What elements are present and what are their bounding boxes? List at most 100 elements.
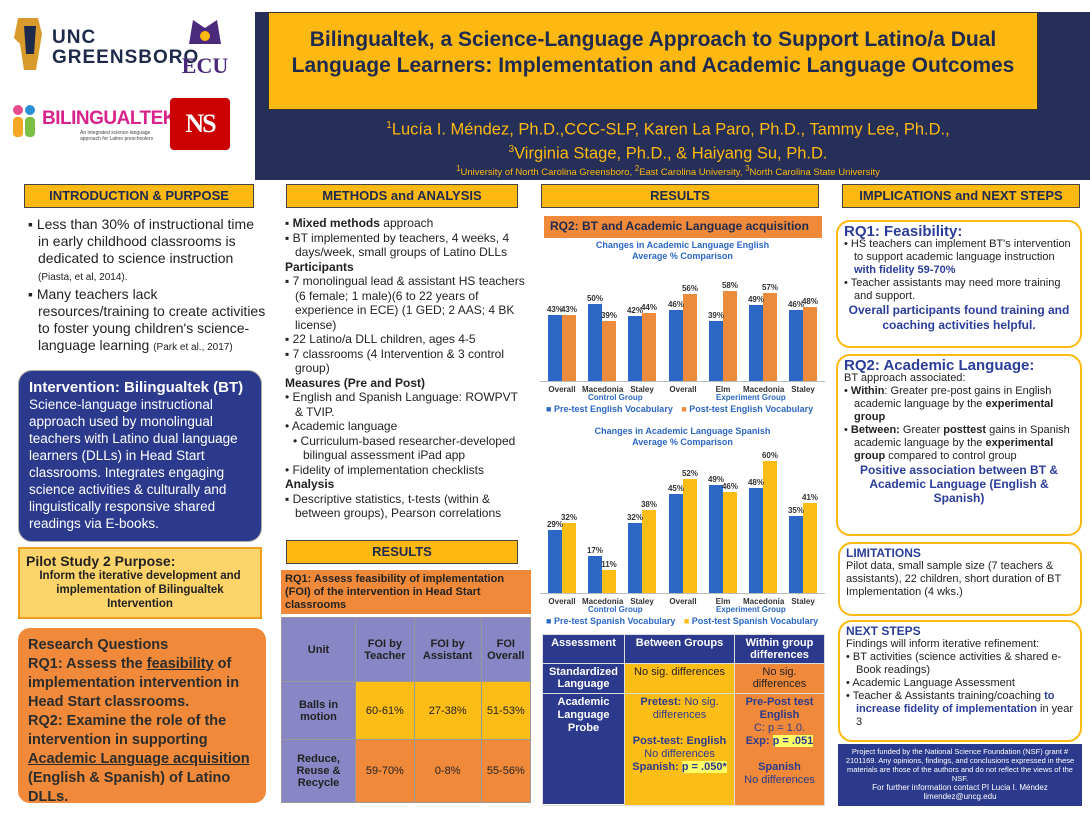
label-pre-1: 17% bbox=[586, 546, 603, 556]
category-label-0: Overall bbox=[548, 385, 576, 394]
foi-row2-teacher: 59-70% bbox=[355, 739, 415, 803]
foi-row1-assistant: 27-38% bbox=[413, 681, 482, 740]
foi-head-teacher: FOI by Teacher bbox=[355, 617, 415, 682]
intervention-title: Intervention: Bilingualtek (BT) bbox=[29, 379, 244, 396]
label-pre-6: 35% bbox=[787, 506, 804, 516]
ra-row1-assessment: Standardized Language bbox=[542, 663, 625, 694]
rq2-results-title: RQ2: BT and Academic Language acquisitio… bbox=[544, 216, 822, 238]
participants-bullet-1: ▪ 7 monolingual lead & assistant HS teac… bbox=[285, 274, 525, 332]
uncg-logo: UNC GREENSBORO bbox=[10, 14, 200, 74]
label-pre-4: 49% bbox=[707, 475, 724, 485]
group-label-control: Control Group bbox=[588, 393, 643, 402]
ra-row2-assessment: Academic Language Probe bbox=[542, 693, 625, 806]
spartan-helmet-icon bbox=[14, 18, 42, 70]
spanish-chart-legend: ■ Pre-test Spanish Vocabulary ■ Post-tes… bbox=[546, 616, 819, 626]
category-label-6: Staley bbox=[791, 385, 815, 394]
limitations-title: LIMITATIONS bbox=[846, 546, 921, 560]
bilingualtek-tagline: An integrated science-language approach … bbox=[80, 130, 154, 142]
rq2-academic-box: RQ2: Academic Language: BT approach asso… bbox=[836, 354, 1082, 536]
label-pre-0: 43% bbox=[546, 304, 563, 314]
ecu-logo: ECU bbox=[170, 14, 240, 77]
bar-post-1 bbox=[602, 320, 616, 382]
results-assessment-table: Assessment Between Groups Within group d… bbox=[542, 634, 825, 806]
label-pre-5: 49% bbox=[747, 295, 764, 305]
bar-pre-4 bbox=[709, 320, 723, 382]
rq-title: Research Questions bbox=[28, 637, 169, 653]
uncg-logo-text: UNC GREENSBORO bbox=[52, 27, 200, 68]
ra-head-between: Between Groups bbox=[624, 634, 735, 664]
bar-post-2 bbox=[642, 509, 656, 594]
analysis-bullet-1: ▪ Descriptive statistics, t-tests (withi… bbox=[285, 491, 502, 521]
implications-header: IMPLICATIONS and NEXT STEPS bbox=[842, 184, 1080, 208]
academic-intro: BT approach associated: bbox=[844, 372, 966, 384]
english-chart: Changes in Academic Language English Ave… bbox=[540, 240, 825, 416]
analysis-heading: Analysis bbox=[285, 477, 335, 491]
pilot-title: Pilot Study 2 Purpose: bbox=[26, 553, 176, 569]
category-label-2: Staley bbox=[630, 385, 654, 394]
measures-heading: Measures (Pre and Post) bbox=[285, 375, 426, 390]
bar-post-1 bbox=[602, 569, 616, 594]
bar-pre-3 bbox=[669, 309, 683, 382]
research-questions-box: Research Questions RQ1: Assess the feasi… bbox=[18, 628, 266, 805]
english-chart-title: Changes in Academic Language English Ave… bbox=[595, 240, 770, 261]
participants-bullet-3: ▪ 7 classrooms (4 Intervention & 3 contr… bbox=[285, 346, 505, 376]
next-bullet-2: • Academic Language Assessment bbox=[846, 677, 1015, 689]
bar-post-2 bbox=[642, 312, 656, 382]
limitations-box: LIMITATIONS Pilot data, small sample siz… bbox=[838, 542, 1082, 616]
foi-table-wrap: Unit FOI by Teacher FOI by Assistant FOI… bbox=[281, 617, 532, 803]
label-post-4: 46% bbox=[721, 482, 738, 492]
label-post-3: 52% bbox=[681, 468, 698, 478]
rq1-results-title: RQ1: Assess feasibility of implementatio… bbox=[281, 570, 531, 614]
bar-pre-1 bbox=[588, 303, 602, 382]
label-post-2: 44% bbox=[640, 302, 657, 312]
label-pre-1: 50% bbox=[586, 293, 603, 303]
measures-bullet-3: • Curriculum-based researcher-developed … bbox=[293, 433, 516, 463]
label-post-6: 41% bbox=[801, 493, 818, 503]
limitations-text: Pilot data, small sample size (7 teacher… bbox=[846, 560, 1062, 598]
rq2-academic-title: RQ2: Academic Language: bbox=[844, 357, 1035, 374]
label-pre-2: 42% bbox=[626, 306, 643, 316]
label-post-4: 58% bbox=[721, 281, 738, 290]
rq1-feasibility-box: RQ1: Feasibility: • HS teachers can impl… bbox=[836, 220, 1082, 348]
bar-post-6 bbox=[803, 306, 817, 382]
spanish-chart-plot: 29% 32% Overall 17% 11% Macedonia 32% 38% Staley… bbox=[540, 450, 825, 614]
ra-head-within: Within group differences bbox=[734, 634, 825, 664]
methods-header: METHODS and ANALYSIS bbox=[286, 184, 518, 208]
pilot-text: Inform the iterative development and imp… bbox=[39, 570, 241, 610]
next-bullet-1: • BT activities (science activities & sh… bbox=[846, 651, 1062, 676]
foi-row2-overall: 55-56% bbox=[480, 739, 532, 803]
foi-table: Unit FOI by Teacher FOI by Assistant FOI… bbox=[281, 617, 532, 803]
funding-email[interactable]: limendez@uncg.edu bbox=[923, 792, 997, 801]
bilingualtek-logo: BILINGUALTEK An integrated science-langu… bbox=[10, 100, 177, 150]
bar-pre-3 bbox=[669, 494, 683, 594]
next-steps-intro: Findings will inform iterative refinemen… bbox=[846, 638, 1040, 650]
academic-bullet-within: • Within: Greater pre-post gains in Engl… bbox=[844, 385, 1054, 423]
bar-post-5 bbox=[763, 461, 777, 594]
group-label-experiment: Experiment Group bbox=[716, 605, 786, 614]
ra-head-assessment: Assessment bbox=[542, 634, 625, 664]
foi-row1-teacher: 60-61% bbox=[355, 681, 415, 740]
feasibility-bullet-1: • HS teachers can implement BT's interve… bbox=[844, 238, 1071, 276]
feasibility-summary: Overall participants found training and … bbox=[848, 303, 1070, 332]
label-post-0: 32% bbox=[560, 513, 577, 523]
category-label-4: Elm bbox=[715, 597, 731, 606]
intervention-box: Intervention: Bilingualtek (BT) Science-… bbox=[18, 370, 262, 542]
label-post-3: 56% bbox=[681, 284, 698, 294]
pirate-icon bbox=[189, 20, 221, 44]
bar-pre-4 bbox=[709, 485, 723, 594]
ncstate-logo-text: NS bbox=[185, 109, 216, 138]
x-axis-line bbox=[540, 593, 825, 594]
feasibility-bullet-2: • Teacher assistants may need more train… bbox=[844, 277, 1061, 302]
bar-pre-6 bbox=[789, 516, 803, 594]
x-axis-line bbox=[540, 381, 825, 382]
legend-post-english: Post-test English Vocabulary bbox=[689, 404, 814, 414]
spanish-chart: Changes in Academic Language Spanish Ave… bbox=[540, 426, 825, 636]
english-chart-plot: 43% 43% Overall 50% 39% Macedonia 42% 44% Staley… bbox=[540, 280, 825, 402]
ra-row2-between: Pretest: No sig. differences Post-test: … bbox=[624, 693, 735, 806]
bar-pre-0 bbox=[548, 314, 562, 382]
spanish-chart-title: Changes in Academic Language Spanish Ave… bbox=[594, 426, 771, 447]
rq2: RQ2: Examine the role of the interventio… bbox=[28, 713, 250, 805]
ra-row1-between: No sig. differences bbox=[624, 663, 735, 694]
methods-body: ▪ Mixed methods approach ▪ BT implemente… bbox=[285, 216, 529, 521]
bar-post-4 bbox=[723, 492, 737, 594]
